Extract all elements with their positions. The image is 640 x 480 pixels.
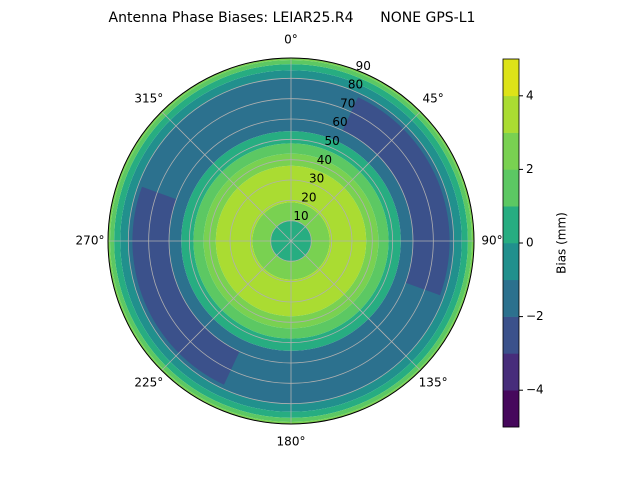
colorbar-segment bbox=[503, 279, 519, 317]
colorbar: −4 −2 0 2 4 Bias (mm) bbox=[502, 58, 569, 428]
azimuth-tick-label: 315° bbox=[134, 91, 163, 105]
colorbar-tick-label: −4 bbox=[526, 383, 544, 397]
polar-frame bbox=[107, 57, 475, 425]
azimuth-tick-label: 225° bbox=[134, 376, 163, 390]
colorbar-tick-label: 4 bbox=[526, 88, 534, 102]
polar-plot: 10 20 30 40 50 60 70 80 90 0° 45° 90° 135° 180° 225° 27… bbox=[76, 33, 503, 449]
radial-tick-label: 50 bbox=[325, 134, 340, 148]
azimuth-grid-line bbox=[290, 240, 421, 371]
azimuth-grid-line bbox=[161, 240, 292, 371]
azimuth-grid-line bbox=[161, 111, 292, 242]
colorbar-segment bbox=[503, 206, 519, 244]
colorbar-segment bbox=[503, 243, 519, 281]
contour-patch bbox=[342, 97, 450, 296]
radial-tick-label: 60 bbox=[332, 115, 347, 129]
colorbar-segment bbox=[503, 132, 519, 170]
chart-title: Antenna Phase Biases: LEIAR25.R4 NONE GP… bbox=[109, 10, 476, 26]
colorbar-segment bbox=[503, 169, 519, 207]
azimuth-tick-label: 45° bbox=[422, 91, 443, 105]
colorbar-segment bbox=[503, 353, 519, 391]
colorbar-segment bbox=[503, 95, 519, 133]
colorbar-segment bbox=[503, 316, 519, 354]
azimuth-grid-line bbox=[290, 111, 421, 242]
colorbar-segment bbox=[503, 59, 519, 97]
radial-tick-label: 70 bbox=[340, 96, 355, 110]
colorbar-tick-label: 0 bbox=[526, 236, 534, 250]
radial-tick-label: 20 bbox=[301, 190, 316, 204]
radial-tick-label: 40 bbox=[317, 153, 332, 167]
colorbar-segment bbox=[503, 390, 519, 428]
colorbar-label: Bias (mm) bbox=[555, 212, 569, 274]
radial-tick-label: 80 bbox=[348, 78, 363, 92]
azimuth-tick-label: 180° bbox=[277, 435, 306, 449]
contour-patch bbox=[132, 186, 240, 385]
azimuth-tick-label: 270° bbox=[76, 234, 105, 248]
colorbar-tick-label: −2 bbox=[526, 309, 544, 323]
colorbar-tick-label: 2 bbox=[526, 162, 534, 176]
radial-tick-label: 10 bbox=[293, 209, 308, 223]
azimuth-tick-label: 90° bbox=[481, 234, 502, 248]
azimuth-tick-label: 0° bbox=[284, 33, 298, 47]
azimuth-tick-label: 135° bbox=[419, 376, 448, 390]
radial-tick-label: 30 bbox=[309, 172, 324, 186]
radial-tick-label: 90 bbox=[356, 59, 371, 73]
